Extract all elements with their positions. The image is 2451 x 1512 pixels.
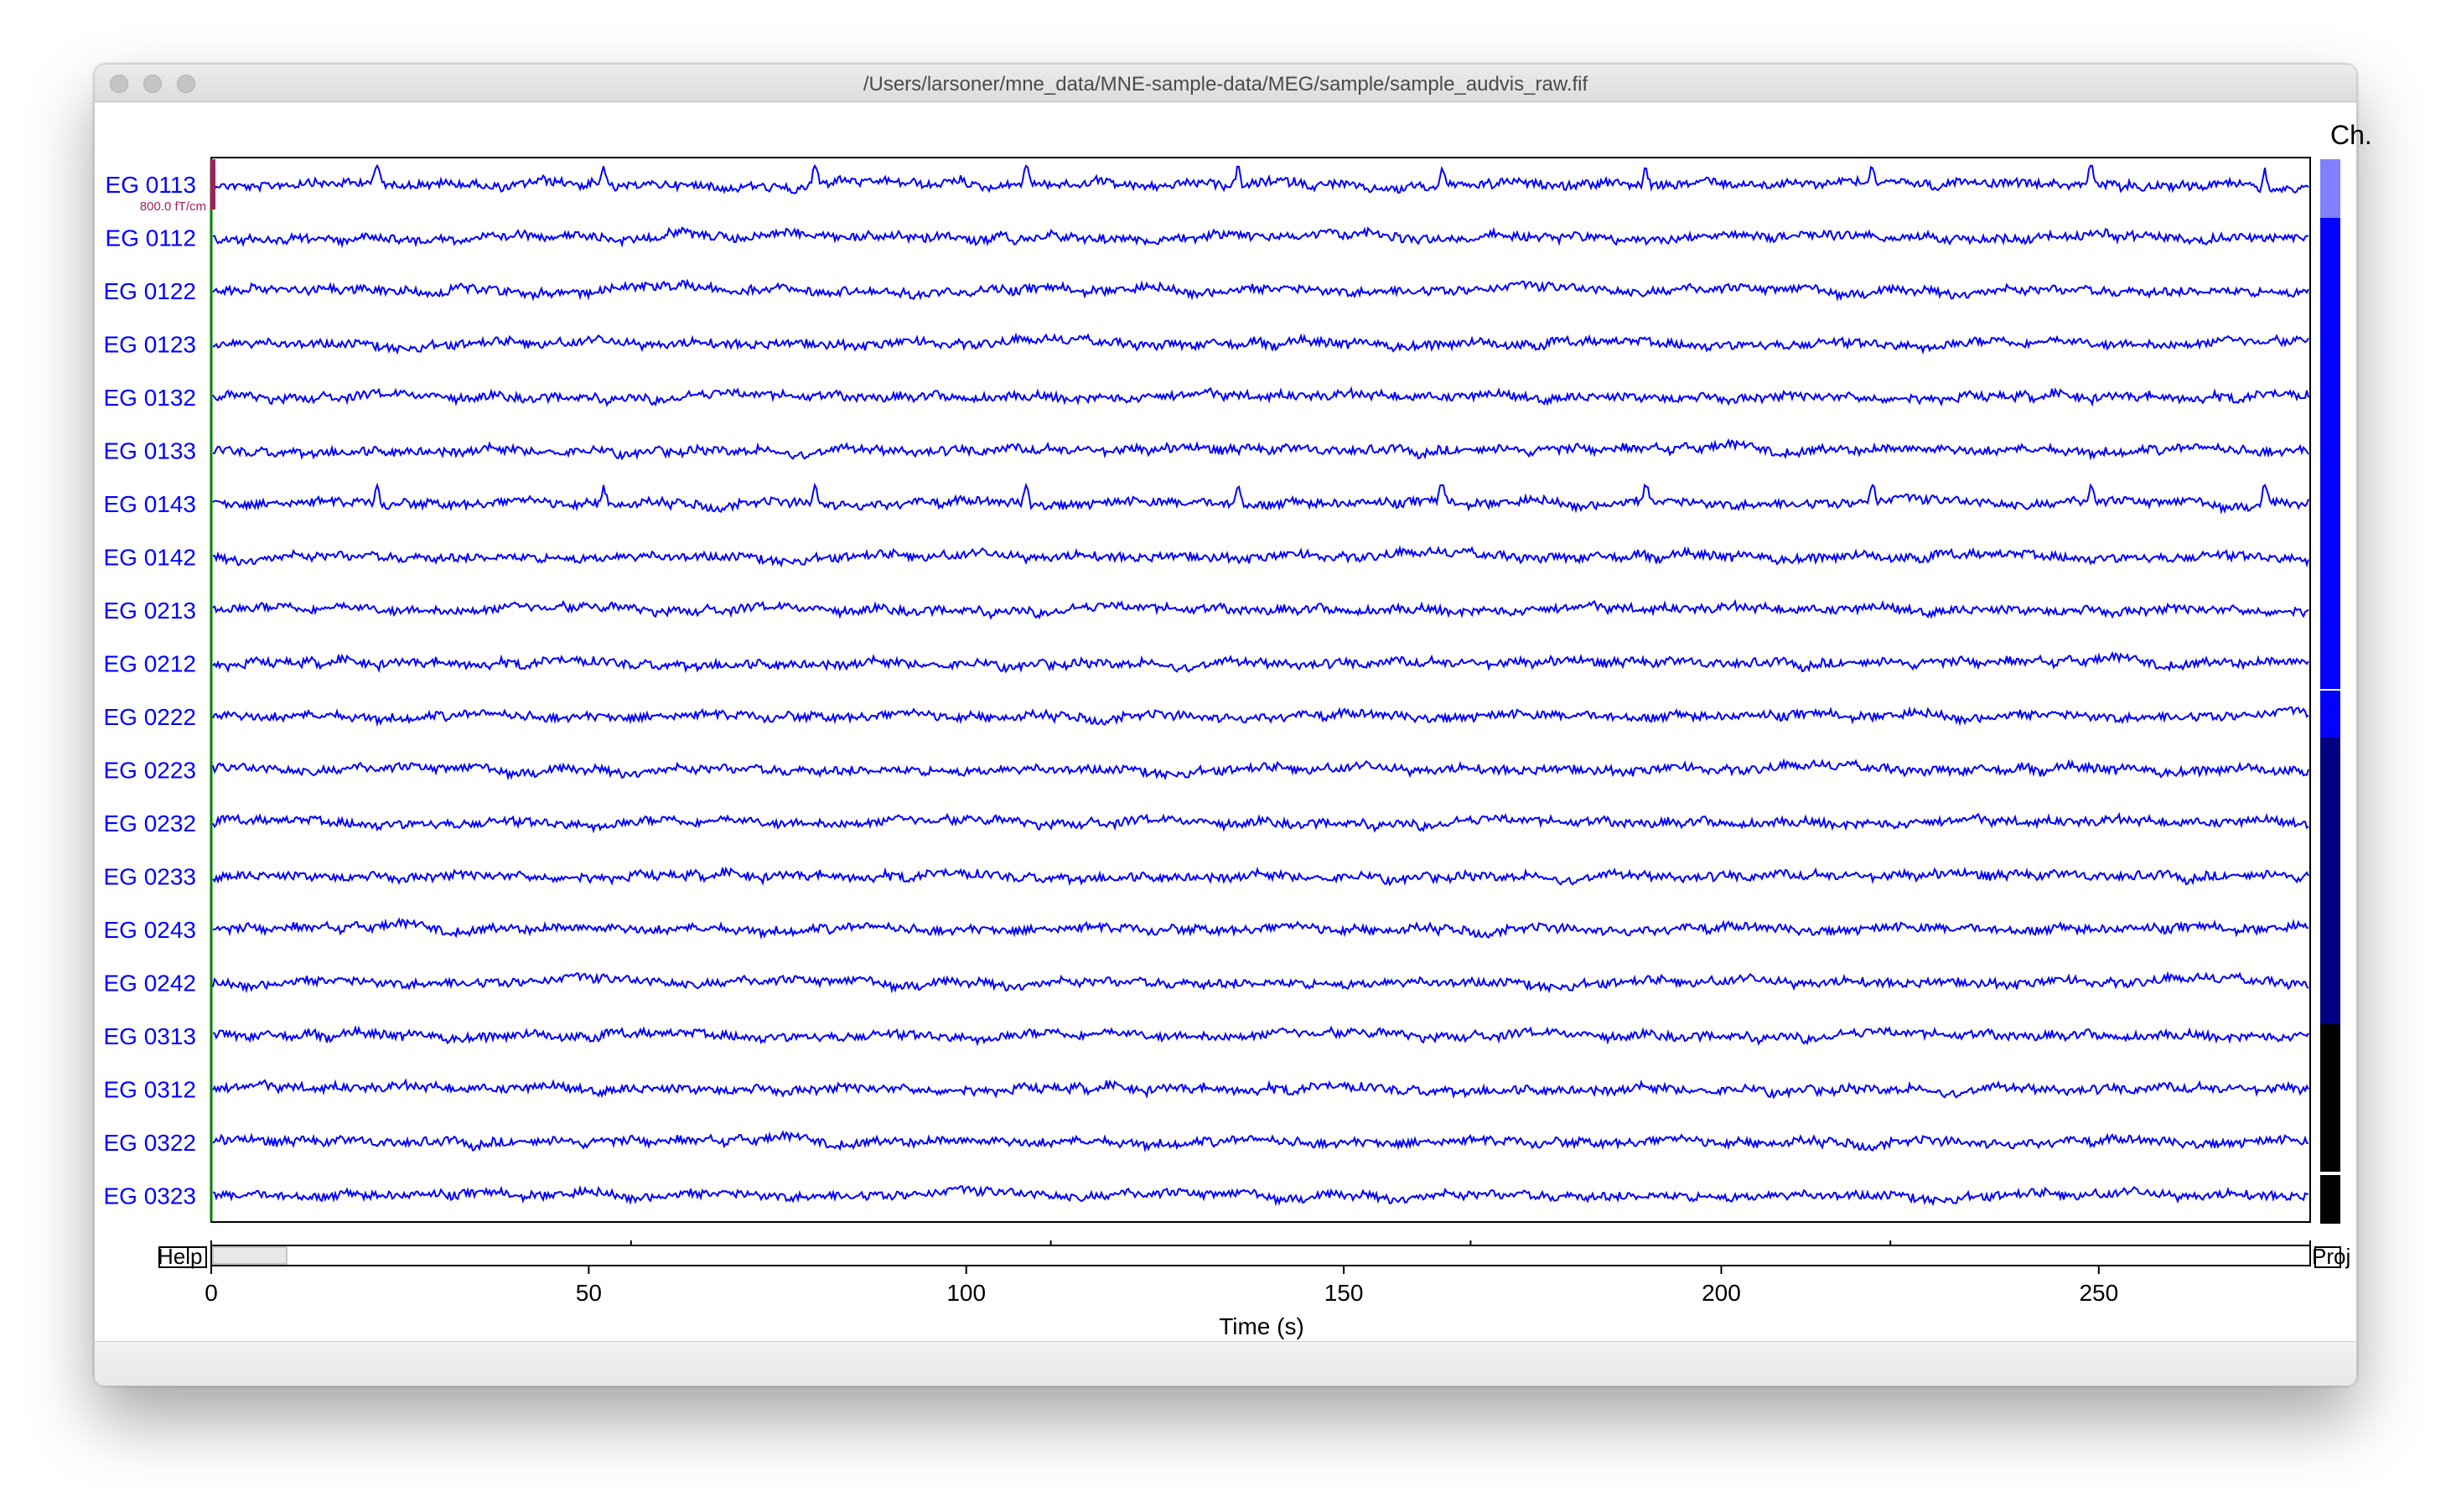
scale-bar-label: 800.0 fT/cm <box>140 199 206 214</box>
time-tick-label: 150 <box>1324 1280 1364 1306</box>
help-button-label: Help <box>158 1244 202 1269</box>
channel-trace[interactable] <box>212 811 2309 834</box>
scrollbar-ticks <box>210 1240 2311 1245</box>
channel-trace[interactable] <box>212 1184 2309 1207</box>
trace-group <box>212 163 2309 1207</box>
channel-label[interactable]: EG 0132 <box>103 385 196 411</box>
channel-label[interactable]: EG 0143 <box>103 491 196 517</box>
channel-trace[interactable] <box>212 386 2309 407</box>
channel-trace[interactable] <box>212 225 2309 249</box>
time-axis: 0 50 100 150 200 250 <box>205 1266 2118 1306</box>
time-tick-label: 0 <box>205 1280 218 1306</box>
channel-label[interactable]: EG 0123 <box>103 331 196 357</box>
status-bar <box>95 1341 2356 1385</box>
channel-label[interactable]: EG 0213 <box>103 598 196 624</box>
app-window: /Users/larsoner/mne_data/MNE-sample-data… <box>94 64 2357 1386</box>
channel-label[interactable]: EG 0133 <box>103 438 196 463</box>
channel-trace[interactable] <box>212 706 2309 728</box>
time-tick-label: 250 <box>2079 1280 2118 1306</box>
time-tick-label: 100 <box>946 1280 986 1306</box>
channel-label[interactable]: EG 0112 <box>106 225 196 251</box>
titlebar[interactable]: /Users/larsoner/mne_data/MNE-sample-data… <box>95 65 2356 102</box>
channel-trace[interactable] <box>212 866 2309 887</box>
channel-bar-segment[interactable] <box>2320 159 2340 218</box>
time-scrollbar-thumb[interactable] <box>212 1246 288 1265</box>
zoom-window-button[interactable] <box>177 75 195 93</box>
channel-trace[interactable] <box>212 332 2309 355</box>
channel-trace[interactable] <box>212 278 2309 302</box>
channel-label[interactable]: EG 0312 <box>103 1076 196 1102</box>
time-tick-label: 50 <box>576 1280 602 1306</box>
channel-trace[interactable] <box>212 917 2309 940</box>
time-axis-label: Time (s) <box>1219 1313 1304 1339</box>
channel-trace[interactable] <box>212 650 2309 674</box>
window-title: /Users/larsoner/mne_data/MNE-sample-data… <box>863 73 1588 96</box>
scale-bar <box>210 159 215 210</box>
channel-label[interactable]: EG 0243 <box>103 917 196 943</box>
channel-label[interactable]: EG 0313 <box>103 1023 196 1049</box>
channel-label[interactable]: EG 0223 <box>103 757 196 783</box>
close-window-button[interactable] <box>110 75 128 93</box>
channel-label[interactable]: EG 0122 <box>103 278 196 304</box>
channel-trace[interactable] <box>213 438 2309 461</box>
channel-trace[interactable] <box>212 163 2309 194</box>
time-tick-label: 200 <box>1702 1280 1741 1306</box>
channel-bar-title: Ch. <box>2330 120 2372 150</box>
channel-trace[interactable] <box>212 545 2309 568</box>
channel-label[interactable]: EG 0232 <box>103 810 196 836</box>
proj-button[interactable] <box>2314 1246 2341 1268</box>
channel-bar-segment[interactable] <box>2320 218 2340 689</box>
channel-trace[interactable] <box>212 1024 2309 1047</box>
proj-button-label: Proj <box>2312 1244 2350 1269</box>
time-scrollbar[interactable] <box>210 1245 2311 1266</box>
channel-label[interactable]: EG 0242 <box>103 970 196 996</box>
channel-label[interactable]: EG 0323 <box>103 1183 196 1209</box>
channel-label[interactable]: EG 0142 <box>103 544 196 570</box>
minimize-window-button[interactable] <box>143 75 162 93</box>
channel-bar-segment[interactable] <box>2320 1175 2340 1224</box>
data-axes-frame[interactable] <box>210 157 2311 1223</box>
channel-label[interactable]: EG 0322 <box>103 1130 196 1156</box>
channel-label[interactable]: EG 0212 <box>103 650 196 676</box>
channel-trace[interactable] <box>212 758 2309 781</box>
channel-label[interactable]: EG 0222 <box>103 704 196 730</box>
channel-bar-segment[interactable] <box>2320 1024 2340 1172</box>
channel-trace[interactable] <box>212 482 2309 515</box>
channel-trace[interactable] <box>212 1130 2309 1153</box>
channel-trace[interactable] <box>212 598 2309 620</box>
help-button[interactable] <box>158 1246 207 1268</box>
channel-trace[interactable] <box>212 971 2309 994</box>
channel-trace[interactable] <box>212 1078 2309 1100</box>
channel-label[interactable]: EG 0233 <box>103 863 196 889</box>
channel-label-group: EG 0113 EG 0112 EG 0122 EG 0123 EG 0132 EG 01… <box>103 172 196 1209</box>
channel-bar-segment[interactable] <box>2320 738 2340 1024</box>
channel-selection-bar[interactable] <box>2320 159 2340 1224</box>
channel-label[interactable]: EG 0113 <box>106 172 196 198</box>
channel-bar-segment[interactable] <box>2320 691 2340 738</box>
